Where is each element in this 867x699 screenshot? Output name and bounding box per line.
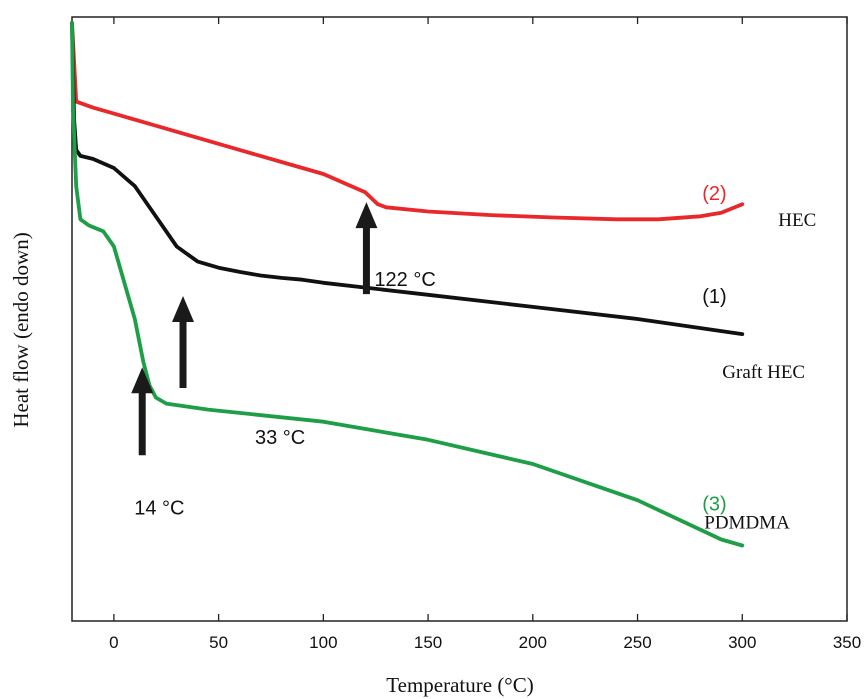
series-line-hec: [70, 21, 745, 222]
series-name-label: Graft HEC: [722, 362, 805, 383]
transition-arrow: 14 °C: [131, 367, 184, 519]
plot-frame: [71, 16, 848, 622]
top-ticks: [113, 17, 848, 24]
series-number-label: (1): [702, 286, 726, 308]
transition-temperature-label: 14 °C: [134, 497, 184, 519]
arrow-head: [172, 296, 195, 323]
arrow-head: [355, 202, 378, 229]
x-axis-title: Temperature (°C): [386, 673, 533, 697]
transition-temperature-label: 33 °C: [255, 427, 305, 449]
x-tick-label: 200: [519, 633, 547, 652]
x-tick-label: 150: [414, 633, 442, 652]
series-name-label: HEC: [778, 210, 816, 231]
y-axis-title: Heat flow (endo down): [9, 232, 33, 427]
x-tick-label: 250: [623, 633, 651, 652]
x-tick-label: 100: [309, 633, 337, 652]
series-number-label: (3): [702, 494, 726, 516]
x-tick-label: 300: [728, 633, 756, 652]
arrow-layer: 122 °C 33 °C 14 °C: [131, 202, 436, 519]
series-number-label: (2): [702, 183, 726, 205]
series-line-graft-hec: [70, 21, 745, 336]
transition-arrow: 122 °C: [355, 202, 436, 295]
x-tick-label: 0: [109, 633, 118, 652]
label-layer: (2) HEC (1) Graft HEC (3)PDMDMA: [702, 183, 816, 533]
x-axis-ticks: 0 50 100 150 200 250 300 350: [109, 614, 861, 652]
x-tick-label: 350: [833, 633, 861, 652]
transition-arrow: 33 °C: [172, 296, 305, 449]
series-name-label: PDMDMA: [704, 513, 790, 534]
arrow-head: [131, 367, 154, 394]
transition-temperature-label: 122 °C: [374, 269, 435, 291]
x-tick-label: 50: [209, 633, 228, 652]
